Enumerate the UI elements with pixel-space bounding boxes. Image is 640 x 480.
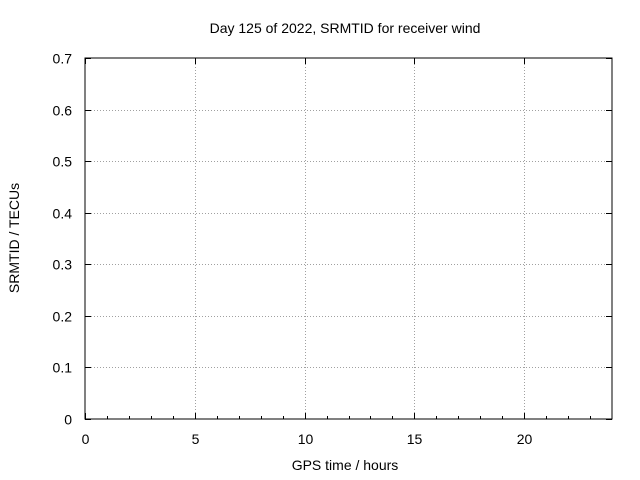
y-tick-label: 0 xyxy=(64,412,72,428)
plot-frame xyxy=(84,57,613,420)
label-layer: 0 0.1 0.2 0.3 0.4 0.5 0.6 0.7 0 5 10 15 20 xyxy=(53,51,533,448)
x-tick-label: 5 xyxy=(192,431,200,447)
grid-layer xyxy=(85,58,612,419)
y-tick-label: 0.3 xyxy=(53,257,73,273)
x-axis-label: GPS time / hours xyxy=(292,457,399,473)
chart-title: Day 125 of 2022, SRMTID for receiver win… xyxy=(210,20,481,36)
x-tick-label: 20 xyxy=(517,431,533,447)
y-tick-label: 0.7 xyxy=(53,51,73,67)
x-tick-label: 0 xyxy=(82,431,90,447)
y-tick-label: 0.5 xyxy=(53,154,73,170)
y-axis-label: SRMTID / TECUs xyxy=(6,183,22,293)
y-tick-label: 0.1 xyxy=(53,360,73,376)
x-tick-label: 15 xyxy=(407,431,423,447)
y-tick-label: 0.6 xyxy=(53,103,73,119)
tick-layer xyxy=(85,58,612,420)
y-tick-label: 0.4 xyxy=(53,206,73,222)
x-tick-label: 10 xyxy=(298,431,314,447)
y-tick-label: 0.2 xyxy=(53,309,73,325)
